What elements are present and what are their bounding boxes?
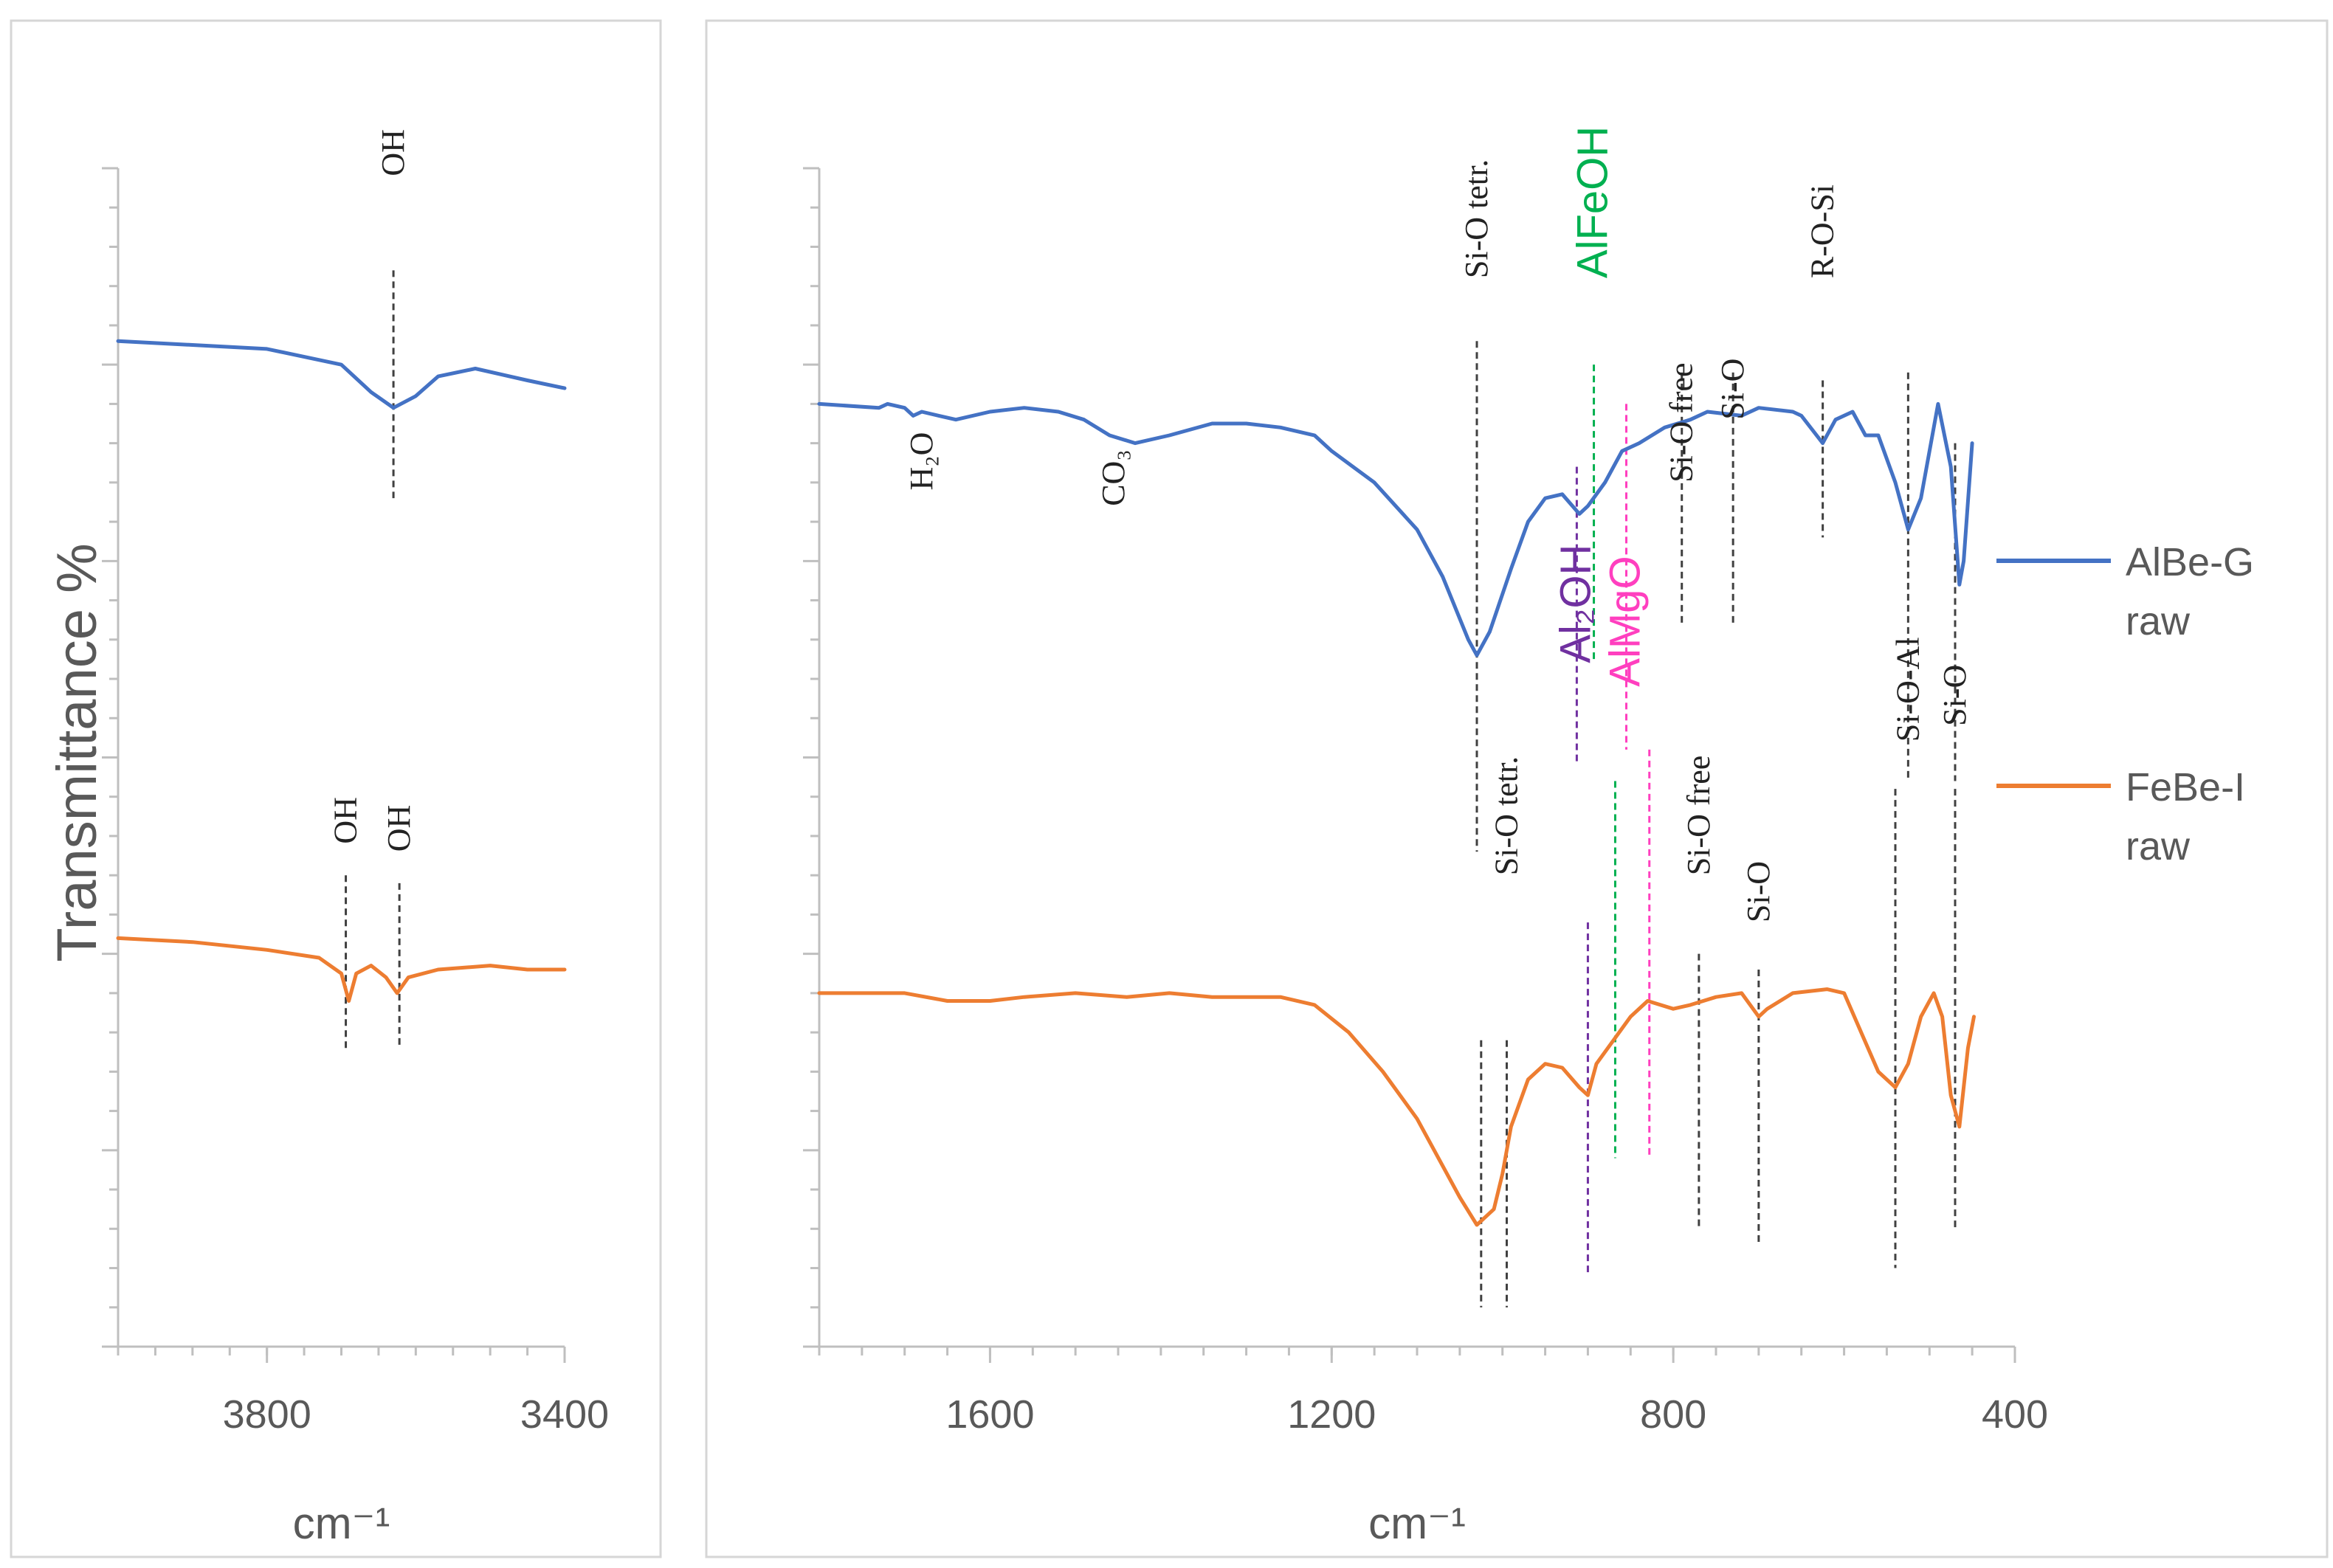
legend-label: AlBe-G xyxy=(2126,540,2254,584)
right-annotation: Si-O tetr. xyxy=(1458,159,1495,278)
right-panel-frame xyxy=(705,19,2329,1558)
right-annotation: CO₃ xyxy=(1095,449,1131,505)
left-x-tick-label: 3800 xyxy=(223,1392,311,1437)
right-x-tick-label: 1200 xyxy=(1287,1392,1376,1437)
left-panel-frame xyxy=(10,19,662,1558)
legend-label: FeBe-I xyxy=(2126,765,2245,809)
right-annotation: Si-O free xyxy=(1681,756,1717,876)
right-annotation: Si-O free xyxy=(1664,362,1700,483)
right-annotation: Si-O-Al xyxy=(1889,637,1926,742)
right-annotation: Al₂OH xyxy=(1551,545,1599,663)
left-annotation: OH xyxy=(328,797,364,844)
legend-label-line2: raw xyxy=(2126,599,2191,643)
left-annotation: OH xyxy=(381,805,417,852)
right-panel-plot: 1600 1200 800 400 cm⁻¹ H₂O CO₃ Si-O tetr. AlFeOH… xyxy=(803,126,2048,1548)
left-x-tick-label: 3400 xyxy=(520,1392,609,1437)
right-annotation: R-O-Si xyxy=(1805,184,1841,278)
left-series-febe-i-raw xyxy=(116,936,567,1003)
right-annotation: Si-O xyxy=(1937,665,1973,726)
right-x-tick-label: 800 xyxy=(1640,1392,1706,1437)
right-series-albe-g-raw xyxy=(817,401,1974,657)
right-annotation: AlFeOH xyxy=(1569,126,1617,278)
left-panel-plot: 3800 3400 cm⁻¹ OH OH OH xyxy=(102,129,609,1548)
right-annotation: AlMgO xyxy=(1602,556,1650,686)
right-annotation: Si-O xyxy=(1740,861,1777,922)
left-annotation: OH xyxy=(375,129,411,176)
right-annotation: H₂O xyxy=(903,432,940,491)
right-x-tick-label: 400 xyxy=(1982,1392,2048,1437)
right-x-axis-label: cm⁻¹ xyxy=(1368,1499,1466,1548)
right-x-tick-label: 1600 xyxy=(945,1392,1034,1437)
right-annotation: Si-O xyxy=(1715,359,1751,420)
left-series-albe-g-raw xyxy=(116,339,567,410)
right-series-febe-i-raw xyxy=(817,987,1976,1227)
legend-label-line2: raw xyxy=(2126,824,2191,868)
y-axis-label: Transmittance % xyxy=(46,543,108,961)
left-x-axis-label: cm⁻¹ xyxy=(293,1499,390,1548)
legend: AlBe-G raw FeBe-I raw xyxy=(1996,540,2254,868)
right-annotation: Si-O tetr. xyxy=(1489,756,1525,875)
